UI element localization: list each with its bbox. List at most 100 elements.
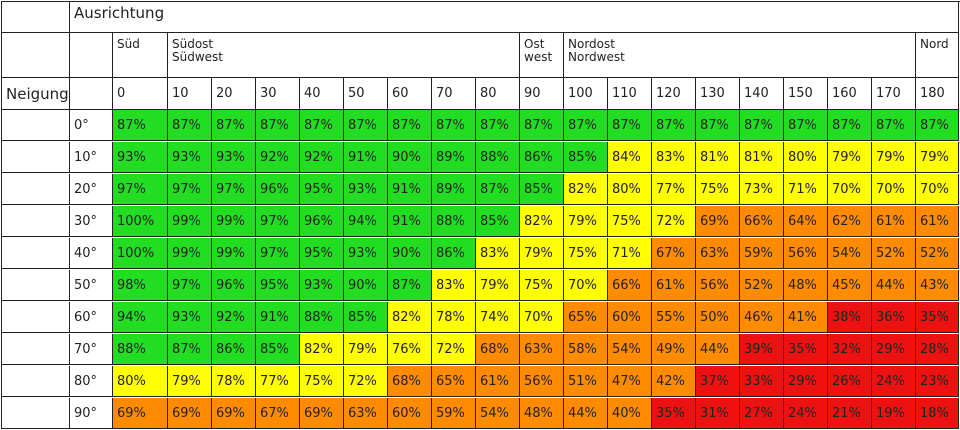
yield-cell: 87%	[520, 110, 564, 141]
yield-cell: 82%	[300, 334, 344, 365]
yield-cell: 77%	[652, 174, 696, 205]
yield-cell: 91%	[388, 174, 432, 205]
tilt-row-label: 60°	[70, 302, 113, 333]
azimuth-column-header: 90	[520, 78, 564, 110]
azimuth-column-header: 100	[564, 78, 608, 110]
yield-cell: 18%	[916, 398, 959, 429]
header-spacer-mid	[70, 33, 113, 78]
yield-cell: 96%	[300, 206, 344, 237]
yield-cell: 45%	[828, 270, 872, 301]
tilt-row-label: 10°	[70, 142, 113, 173]
yield-cell: 79%	[344, 334, 388, 365]
yield-cell: 88%	[476, 142, 520, 173]
header-corner-mid	[2, 33, 70, 78]
yield-cell: 83%	[432, 270, 476, 301]
yield-cell: 79%	[168, 366, 212, 397]
yield-cell: 69%	[113, 398, 168, 429]
yield-cell: 92%	[256, 142, 300, 173]
yield-cell: 44%	[696, 334, 740, 365]
direction-group-header: Ost west	[520, 33, 564, 78]
yield-cell: 44%	[872, 270, 916, 301]
yield-cell: 87%	[828, 110, 872, 141]
yield-cell: 35%	[652, 398, 696, 429]
yield-cell: 93%	[344, 238, 388, 269]
yield-cell: 87%	[476, 174, 520, 205]
yield-cell: 65%	[564, 302, 608, 333]
yield-cell: 75%	[608, 206, 652, 237]
yield-cell: 52%	[916, 238, 959, 269]
yield-cell: 63%	[696, 238, 740, 269]
yield-cell: 88%	[300, 302, 344, 333]
direction-group-label: Nordwest	[568, 50, 625, 64]
yield-cell: 97%	[256, 238, 300, 269]
yield-cell: 85%	[256, 334, 300, 365]
yield-cell: 94%	[113, 302, 168, 333]
direction-group-label: Süd	[117, 37, 140, 51]
yield-cell: 24%	[872, 366, 916, 397]
yield-cell: 31%	[696, 398, 740, 429]
yield-cell: 63%	[520, 334, 564, 365]
yield-cell: 97%	[113, 174, 168, 205]
yield-cell: 75%	[520, 270, 564, 301]
yield-cell: 81%	[696, 142, 740, 173]
yield-cell: 43%	[916, 270, 959, 301]
yield-cell: 35%	[784, 334, 828, 365]
yield-cell: 83%	[476, 238, 520, 269]
yield-cell: 33%	[740, 366, 784, 397]
yield-cell: 52%	[740, 270, 784, 301]
yield-cell: 23%	[916, 366, 959, 397]
azimuth-column-header: 60	[388, 78, 432, 110]
yield-cell: 27%	[740, 398, 784, 429]
yield-cell: 67%	[652, 238, 696, 269]
yield-cell: 86%	[212, 334, 256, 365]
azimuth-column-header: 180	[916, 78, 959, 110]
direction-group-label: Nord	[920, 37, 949, 51]
azimuth-column-header: 150	[784, 78, 828, 110]
yield-cell: 52%	[872, 238, 916, 269]
yield-cell: 80%	[608, 174, 652, 205]
header-title: Ausrichtung	[70, 1, 959, 33]
yield-cell: 88%	[113, 334, 168, 365]
azimuth-column-header: 80	[476, 78, 520, 110]
yield-cell: 84%	[608, 142, 652, 173]
yield-cell: 86%	[432, 238, 476, 269]
azimuth-column-header: 20	[212, 78, 256, 110]
row-spacer	[2, 174, 70, 205]
yield-cell: 87%	[784, 110, 828, 141]
yield-cell: 54%	[608, 334, 652, 365]
yield-cell: 66%	[608, 270, 652, 301]
yield-cell: 94%	[344, 206, 388, 237]
yield-cell: 69%	[212, 398, 256, 429]
yield-cell: 54%	[476, 398, 520, 429]
yield-cell: 71%	[608, 238, 652, 269]
yield-cell: 87%	[212, 110, 256, 141]
yield-cell: 82%	[388, 302, 432, 333]
yield-cell: 90%	[388, 238, 432, 269]
yield-cell: 69%	[300, 398, 344, 429]
yield-cell: 26%	[828, 366, 872, 397]
yield-cell: 89%	[432, 142, 476, 173]
yield-cell: 87%	[432, 110, 476, 141]
yield-cell: 61%	[476, 366, 520, 397]
row-spacer	[2, 366, 70, 397]
direction-group-header: Nord	[916, 33, 959, 78]
yield-cell: 56%	[696, 270, 740, 301]
yield-cell: 61%	[872, 206, 916, 237]
yield-cell: 61%	[652, 270, 696, 301]
yield-cell: 99%	[168, 238, 212, 269]
yield-cell: 48%	[784, 270, 828, 301]
azimuth-column-header: 10	[168, 78, 212, 110]
yield-cell: 78%	[212, 366, 256, 397]
yield-cell: 79%	[564, 206, 608, 237]
yield-cell: 28%	[916, 334, 959, 365]
yield-cell: 70%	[564, 270, 608, 301]
yield-cell: 91%	[256, 302, 300, 333]
yield-cell: 93%	[168, 302, 212, 333]
yield-cell: 29%	[784, 366, 828, 397]
yield-cell: 87%	[696, 110, 740, 141]
yield-cell: 39%	[740, 334, 784, 365]
yield-cell: 87%	[872, 110, 916, 141]
yield-cell: 58%	[564, 334, 608, 365]
yield-cell: 68%	[476, 334, 520, 365]
yield-cell: 76%	[388, 334, 432, 365]
